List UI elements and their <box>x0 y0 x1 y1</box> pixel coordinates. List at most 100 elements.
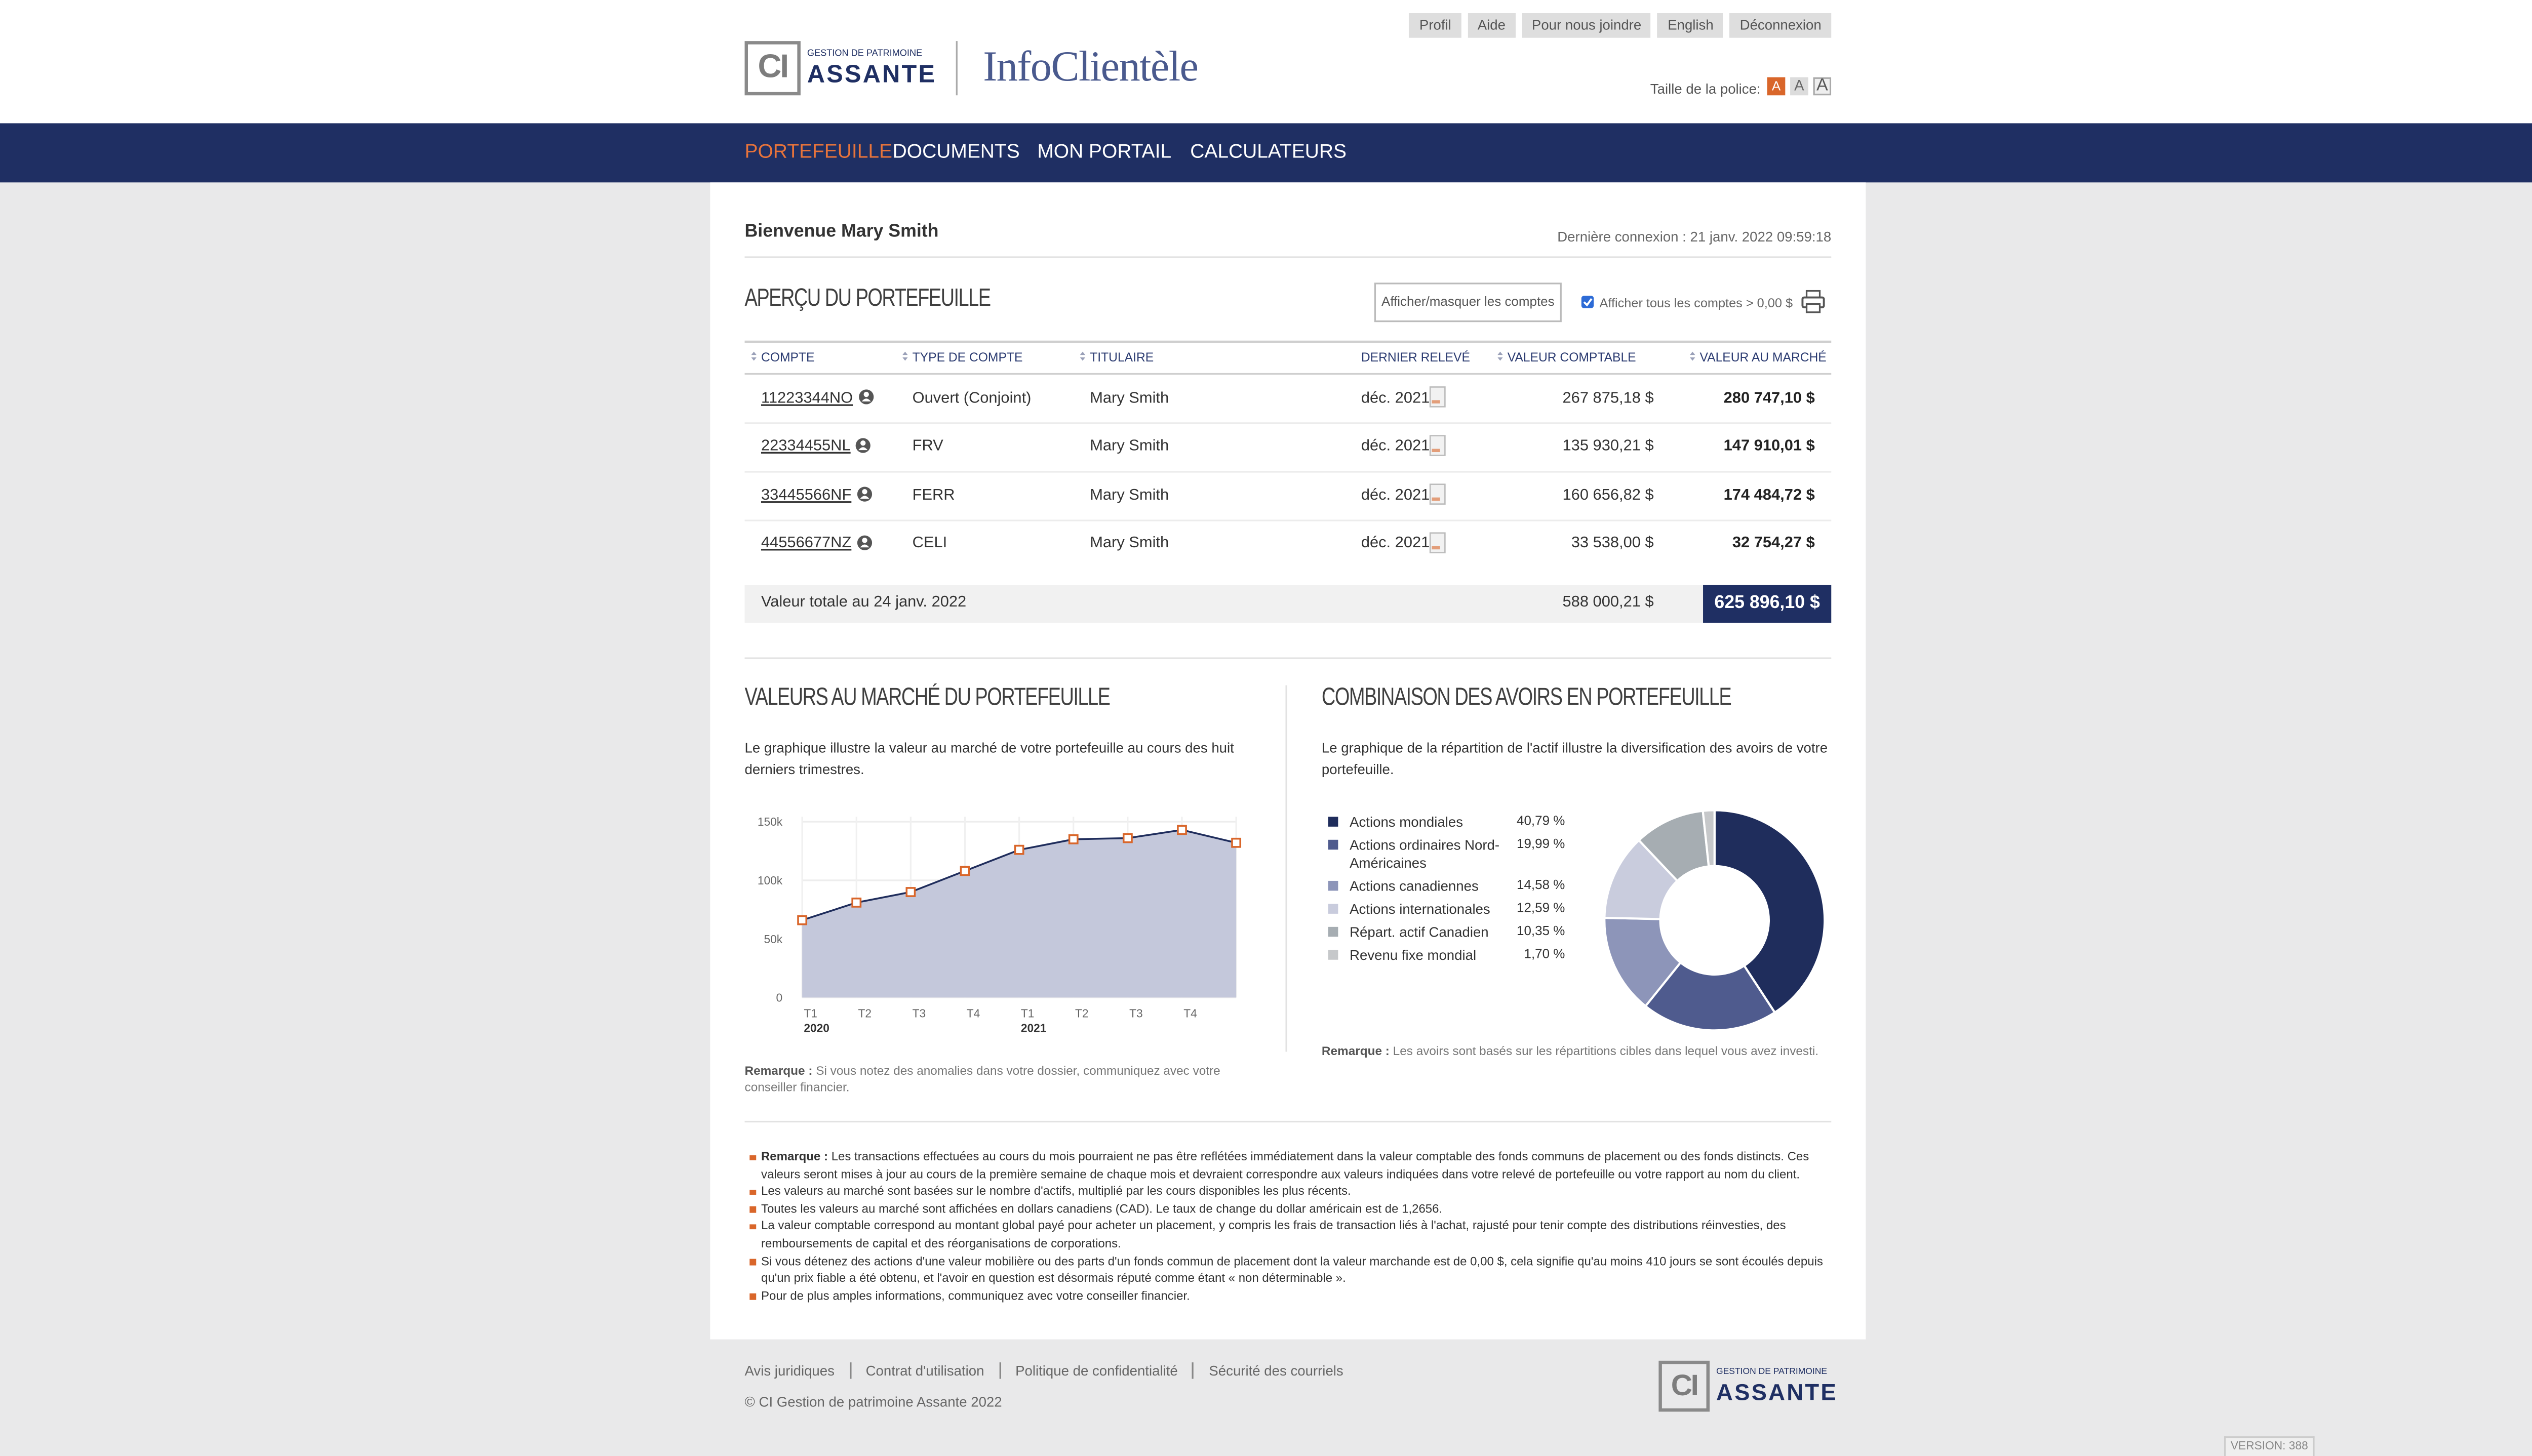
disclaimer: Si vous détenez des actions d'une valeur… <box>748 1253 1833 1288</box>
statement-date[interactable]: déc. 2021 <box>1361 388 1430 407</box>
area-fill <box>802 830 1237 998</box>
statement-date[interactable]: déc. 2021 <box>1361 534 1430 553</box>
app-title: InfoClientèle <box>983 43 1199 91</box>
disclaimer-text: Les valeurs au marché sont basées sur le… <box>761 1183 1351 1199</box>
holder-icon-body <box>858 447 868 451</box>
footer-link[interactable]: Avis juridiques <box>744 1362 835 1379</box>
footer-link[interactable]: Sécurité des courriels <box>1192 1362 1358 1379</box>
holder: Mary Smith <box>1090 486 1169 504</box>
account-link[interactable]: 11223344NO <box>761 388 853 407</box>
market-value: 147 910,01 $ <box>1723 437 1815 456</box>
section-title: APERÇU DU PORTEFEUILLE <box>744 284 992 312</box>
x-tick-label: T3 <box>1129 1006 1143 1020</box>
legend-item: Revenu fixe mondial 1,70 % <box>1325 946 1565 963</box>
legend-label: Répart. actif Canadien <box>1350 922 1489 940</box>
footer-link[interactable]: Contrat d'utilisation <box>849 1362 999 1379</box>
footer-logo-line2: ASSANTE <box>1716 1379 1838 1405</box>
show-all-label: Afficher tous les comptes > 0,00 $ <box>1599 296 1793 311</box>
market-value: 174 484,72 $ <box>1723 486 1815 504</box>
footer-links: Avis juridiques Contrat d'utilisation Poli… <box>745 1362 1358 1379</box>
legend: Actions mondiales 40,79 % Actions ordinair… <box>1325 814 1565 963</box>
disclaimer-text: La valeur comptable correspond au montan… <box>761 1218 1786 1251</box>
pie-slice <box>1702 809 1716 868</box>
holder-icon-body <box>860 544 869 548</box>
market-value: 280 747,10 $ <box>1723 388 1815 407</box>
account-link[interactable]: 33445566NF <box>761 486 852 504</box>
font-size-option[interactable]: A <box>1790 77 1808 96</box>
column-header[interactable]: COMPTE <box>761 350 815 365</box>
note-text: Les avoirs sont basés sur les répartitio… <box>1393 1043 1819 1059</box>
legend-swatch <box>1328 926 1338 937</box>
chart-title: COMBINAISON DES AVOIRS EN PORTEFEUILLE <box>1321 683 1732 712</box>
top-link[interactable]: Déconnexion <box>1730 13 1832 38</box>
market-value: 32 754,27 $ <box>1732 534 1815 553</box>
disclaimer: Les valeurs au marché sont basées sur le… <box>748 1184 1833 1201</box>
total-label: Valeur totale au 24 janv. 2022 <box>761 593 967 612</box>
chart-description: Le graphique illustre la valeur au march… <box>744 739 1234 777</box>
nav-item[interactable]: DOCUMENTS <box>892 139 1020 163</box>
top-links: Profil Aide Pour nous joindre English Déconn… <box>1409 13 1832 38</box>
sort-icon <box>902 351 908 361</box>
legend-swatch <box>1328 949 1338 960</box>
legend-swatch <box>1328 880 1338 891</box>
top-link[interactable]: English <box>1657 13 1724 38</box>
disclaimer: Pour de plus amples informations, commun… <box>748 1288 1833 1305</box>
x-tick-label: T3 <box>913 1006 926 1020</box>
y-tick-label: 0 <box>776 991 783 1004</box>
legend-value: 14,58 % <box>1517 876 1565 892</box>
font-size-option[interactable]: A <box>1813 76 1832 96</box>
holder: Mary Smith <box>1090 388 1169 407</box>
chart-description: Le graphique de la répartition de l'acti… <box>1321 739 1828 777</box>
point-marker <box>1231 837 1242 848</box>
book-value: 160 656,82 $ <box>1562 486 1654 504</box>
column-header[interactable]: TYPE DE COMPTE <box>912 350 1023 365</box>
y-tick-label: 100k <box>758 874 783 887</box>
sort-icon <box>1497 351 1503 361</box>
nav-item[interactable]: PORTEFEUILLE <box>744 139 893 163</box>
holder: Mary Smith <box>1090 437 1169 456</box>
print-icon[interactable] <box>1801 290 1825 313</box>
point-marker <box>1122 833 1133 843</box>
account-link[interactable]: 44556677NZ <box>761 534 852 553</box>
x-tick-label: T4 <box>967 1006 980 1020</box>
header-bg <box>0 0 2532 124</box>
disclaimer-text: Pour de plus amples informations, commun… <box>761 1288 1190 1303</box>
point-marker <box>1068 834 1079 844</box>
column-header[interactable]: VALEUR AU MARCHÉ <box>1699 350 1827 365</box>
font-size-label: Taille de la police: <box>1650 80 1761 97</box>
point-marker <box>797 915 808 925</box>
legend-value: 40,79 % <box>1517 813 1565 829</box>
legend-item: Actions mondiales 40,79 % <box>1325 814 1565 831</box>
pdf-icon-band <box>1432 497 1440 501</box>
checkbox[interactable] <box>1581 296 1594 308</box>
top-link[interactable]: Profil <box>1409 13 1461 38</box>
holder-icon-head <box>860 440 866 446</box>
chart-note: Remarque : Les avoirs sont basés sur les… <box>1322 1043 1848 1060</box>
welcome: Bienvenue Mary Smith <box>744 222 939 242</box>
book-value: 267 875,18 $ <box>1562 388 1654 407</box>
holder-icon-body <box>860 496 869 499</box>
statement-date[interactable]: déc. 2021 <box>1361 437 1430 456</box>
top-link[interactable]: Pour nous joindre <box>1522 13 1651 38</box>
column-header[interactable]: DERNIER RELEVÉ <box>1361 350 1470 365</box>
top-link[interactable]: Aide <box>1468 13 1516 38</box>
toggle-button[interactable]: Afficher/masquer les comptes <box>1374 282 1562 322</box>
disclaimers: Remarque : Les transactions effectuées a… <box>748 1149 1833 1306</box>
column-header[interactable]: VALEUR COMPTABLE <box>1507 350 1636 365</box>
font-size-option[interactable]: A <box>1767 77 1786 96</box>
footer-link[interactable]: Politique de confidentialité <box>999 1362 1193 1379</box>
statement-date[interactable]: déc. 2021 <box>1361 486 1430 504</box>
disclaimer-label: Remarque : <box>761 1149 828 1164</box>
holder: Mary Smith <box>1090 534 1169 553</box>
nav-item[interactable]: MON PORTAIL <box>1037 139 1172 163</box>
footer-logo-line1: GESTION DE PATRIMOINE <box>1716 1367 1828 1378</box>
legend-label: Actions canadiennes <box>1350 876 1479 894</box>
pdf-icon-band <box>1432 400 1440 403</box>
holder-icon-head <box>862 489 867 495</box>
holder-icon-body <box>861 398 871 402</box>
nav-item[interactable]: CALCULATEURS <box>1190 139 1347 163</box>
account-type: FERR <box>912 486 955 504</box>
book-value: 135 930,21 $ <box>1562 437 1654 456</box>
column-header[interactable]: TITULAIRE <box>1090 350 1154 365</box>
account-link[interactable]: 22334455NL <box>761 437 851 456</box>
